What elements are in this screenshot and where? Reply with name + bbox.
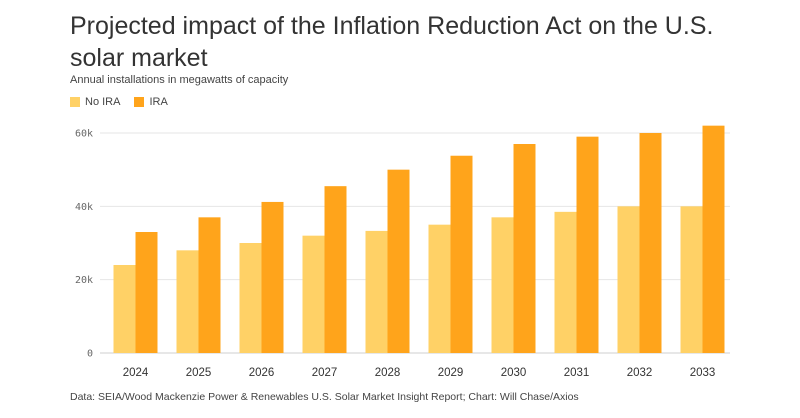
x-tick-label-2029: 2029 [438, 367, 464, 379]
bar-no-ira-2026 [239, 243, 262, 353]
x-tick-label-2033: 2033 [690, 367, 716, 379]
bar-no-ira-2025 [176, 250, 199, 353]
bar-ira-2033 [702, 125, 725, 354]
x-tick-label-2032: 2032 [627, 367, 653, 379]
bar-ira-2026 [261, 201, 284, 353]
y-tick-label-2: 40k [75, 202, 93, 213]
bar-no-ira-2031 [554, 211, 577, 353]
x-tick-label-2024: 2024 [123, 367, 149, 379]
x-tick-label-2027: 2027 [312, 367, 338, 379]
bar-ira-2025 [198, 217, 221, 353]
x-tick-label-2025: 2025 [186, 367, 212, 379]
bar-ira-2024 [135, 232, 158, 353]
bar-no-ira-2033 [680, 206, 703, 353]
y-tick-label-1: 20k [75, 275, 93, 286]
x-tick-label-2031: 2031 [564, 367, 590, 379]
bar-ira-2032 [639, 133, 662, 353]
bar-no-ira-2029 [428, 224, 451, 353]
x-tick-label-2026: 2026 [249, 367, 275, 379]
legend-swatch-no-ira [70, 97, 80, 107]
bar-no-ira-2032 [617, 206, 640, 353]
bar-ira-2028 [387, 169, 410, 353]
bar-no-ira-2027 [302, 235, 325, 353]
bar-ira-2031 [576, 136, 599, 353]
bar-no-ira-2024 [113, 265, 136, 353]
legend-item-no-ira: No IRA [70, 96, 120, 108]
bar-no-ira-2028 [365, 230, 388, 353]
chart-subtitle: Annual installations in megawatts of cap… [70, 74, 289, 86]
bar-ira-2029 [450, 155, 473, 353]
bar-ira-2027 [324, 186, 347, 353]
x-tick-label-2030: 2030 [501, 367, 527, 379]
bar-ira-2030 [513, 144, 536, 353]
y-tick-label-0: 0 [87, 349, 93, 360]
y-tick-label-3: 60k [75, 129, 93, 140]
legend-swatch-ira [134, 97, 145, 107]
legend: No IRA IRA [70, 96, 168, 108]
legend-label-ira: IRA [149, 96, 168, 108]
legend-label-no-ira: No IRA [85, 96, 121, 108]
chart-title: Projected impact of the Inflation Reduct… [70, 12, 714, 72]
legend-item-ira: IRA [134, 96, 168, 108]
x-tick-label-2028: 2028 [375, 367, 401, 379]
source-note: Data: SEIA/Wood Mackenzie Power & Renewa… [70, 391, 579, 403]
bar-no-ira-2030 [491, 217, 514, 353]
